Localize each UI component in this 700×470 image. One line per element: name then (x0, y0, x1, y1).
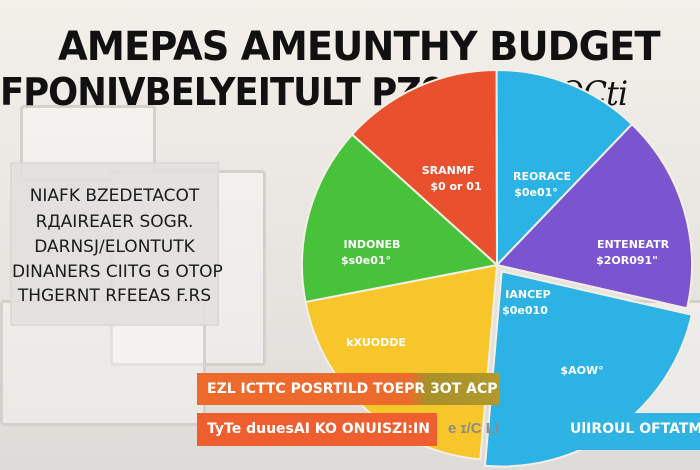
slice-label: ENTENEATR (597, 238, 670, 251)
pie-slice (304, 263, 499, 461)
pie-slice (495, 122, 693, 310)
slice-value: $2OR091" (596, 254, 658, 267)
slice-value: $0e01° (514, 186, 558, 199)
info-line: RДAIREAER SOGR. (35, 212, 194, 232)
slice-label: REORACE (513, 170, 571, 183)
slice-label: kXUODDE (346, 336, 406, 349)
info-line: NIAFK BZEDETACOT (29, 186, 200, 206)
right-banner: UlIROUL OFTATM (560, 413, 700, 450)
slice-label: IANCEP (505, 288, 550, 301)
info-line: DINANERS CIITG G OTOP (12, 262, 223, 282)
slice-value: $0 or 01 (430, 180, 481, 193)
slice-value: $0e010 (502, 304, 548, 317)
info-line: DARNSJ/ELONTUTK (34, 237, 195, 257)
slice-label: INDONEB (344, 238, 401, 251)
faint-caption: e ɪ/C LI (448, 420, 500, 437)
pie-slice (301, 133, 500, 304)
pie-slice (350, 68, 499, 268)
title-line-1: AMEPAS AMEUNTHY BUDGET (58, 24, 661, 70)
secondary-banner: TyTe duuesAI KO ONUISZI:IN (197, 413, 437, 446)
info-box: NIAFK BZEDETACOT RДAIREAER SOGR. DARNSJ/… (10, 162, 223, 326)
pie-slice (495, 69, 634, 268)
slice-label: $AOW° (560, 364, 603, 377)
primary-banner: EZL ICTTC POSRTILD TOEPR 3OT ACP (197, 373, 500, 405)
slice-label: SRANMF (422, 164, 475, 177)
info-line: THGERNT RFEEAS F.RS (17, 286, 212, 306)
title-line-2-text: FPONIVBELYEITULT PZ9 (0, 70, 445, 114)
slice-value: $s0e01° (341, 254, 391, 267)
